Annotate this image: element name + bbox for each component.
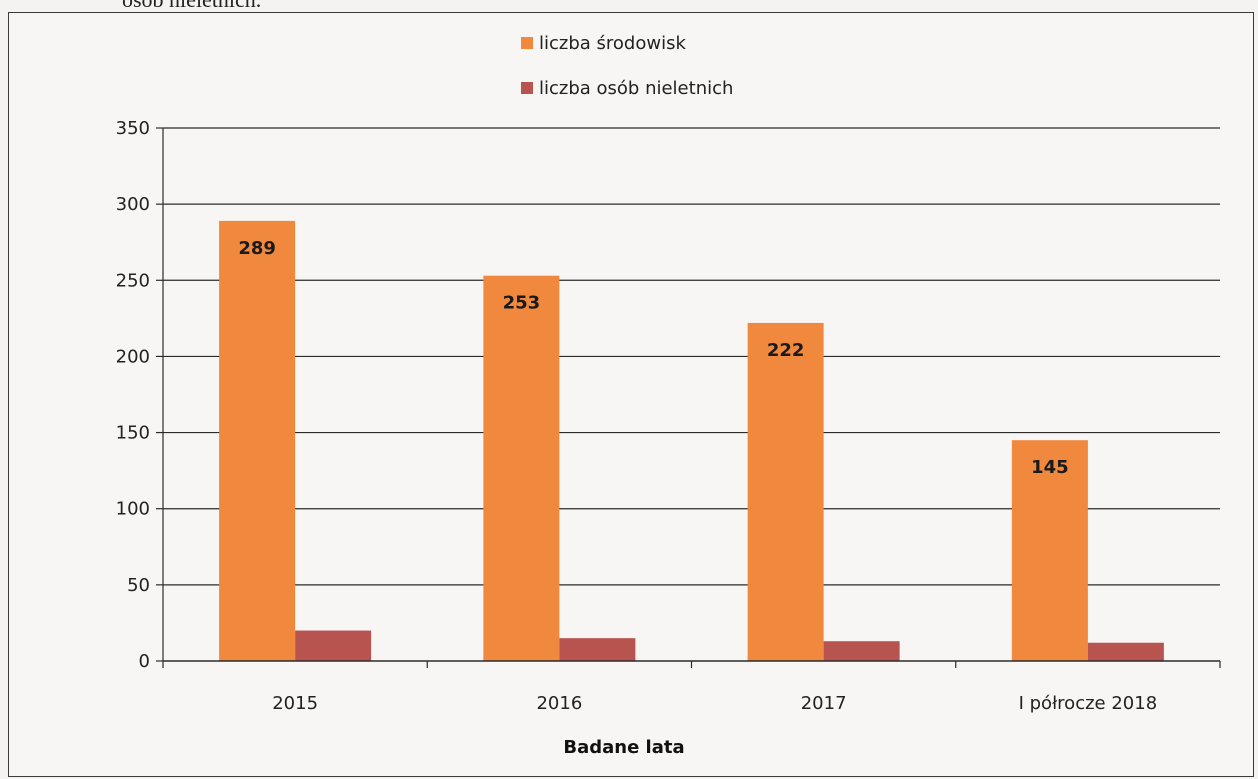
legend-swatch: [521, 82, 533, 94]
bar-liczba-osob-nieletnich: [1087, 642, 1164, 661]
x-tick-label: 2017: [801, 693, 847, 714]
bar-liczba-osob-nieletnich: [295, 630, 372, 661]
y-tick-label: 100: [116, 499, 150, 520]
legend: liczba środowisk liczba osób nieletnich: [521, 33, 733, 99]
data-label: 222: [767, 340, 805, 361]
legend-swatch: [521, 37, 533, 49]
y-tick-label: 250: [116, 270, 150, 291]
x-tick-label: I półrocze 2018: [1019, 693, 1158, 714]
y-tick-label: 300: [116, 194, 150, 215]
preceding-text-fragment: osób nieletnich.: [122, 0, 261, 13]
data-label: 253: [503, 293, 541, 314]
bar-liczba-srodowisk: [219, 220, 296, 661]
bar-liczba-osob-nieletnich: [559, 638, 636, 661]
bars: 289 253 222 145: [219, 220, 1164, 661]
bar-liczba-srodowisk: [747, 322, 824, 661]
y-tick-label: 0: [139, 651, 150, 672]
data-label: 145: [1031, 457, 1069, 478]
legend-label: liczba osób nieletnich: [539, 78, 733, 99]
x-axis: 2015 2016 2017 I półrocze 2018: [162, 660, 1221, 714]
bar-liczba-srodowisk: [1011, 440, 1088, 661]
y-tick-label: 50: [127, 575, 150, 596]
y-axis-ticks: 0 50 100 150 200 250 300 350: [116, 118, 164, 672]
y-tick-label: 200: [116, 346, 150, 367]
data-label: 289: [238, 238, 276, 259]
y-tick-label: 350: [116, 118, 150, 139]
x-tick-label: 2015: [272, 693, 318, 714]
y-tick-label: 150: [116, 423, 150, 444]
bar-liczba-srodowisk: [483, 275, 560, 661]
bar-liczba-osob-nieletnich: [823, 641, 900, 661]
x-tick-label: 2016: [536, 693, 582, 714]
gridlines: [163, 127, 1220, 586]
x-axis-title: Badane lata: [563, 737, 684, 758]
legend-label: liczba środowisk: [539, 33, 686, 54]
